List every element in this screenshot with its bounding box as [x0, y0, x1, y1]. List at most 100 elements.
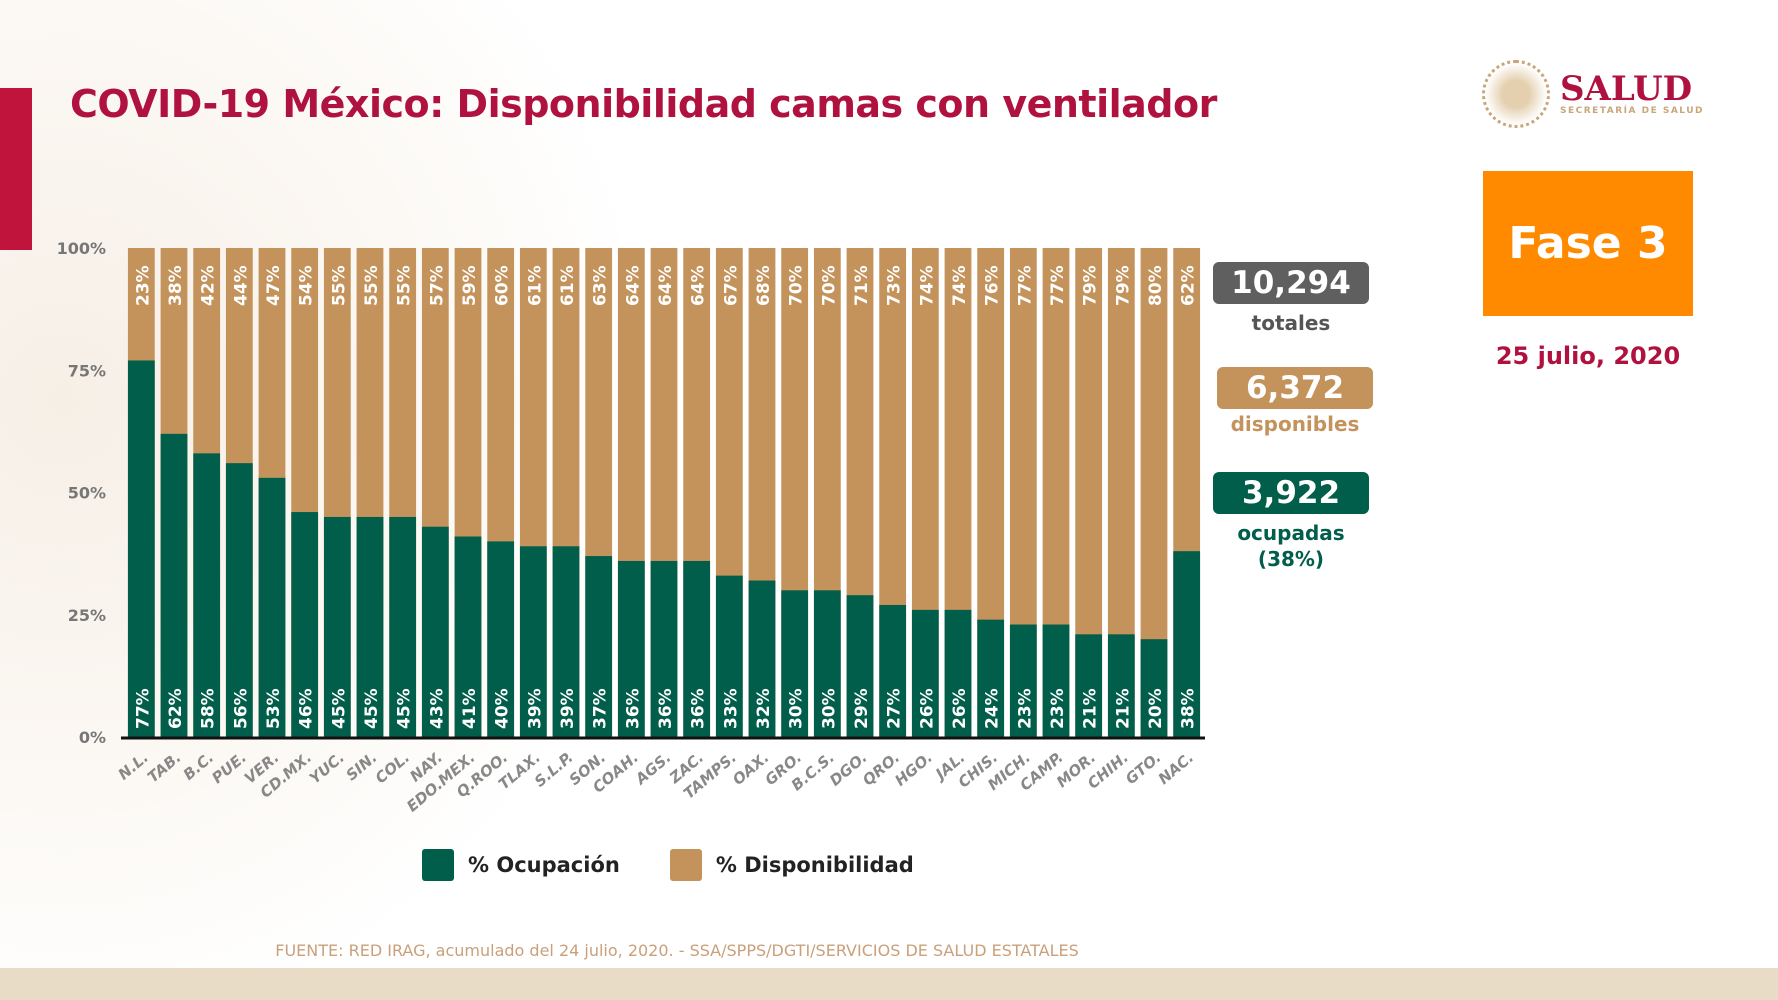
legend-item-disponibilidad: % Disponibilidad — [669, 849, 914, 881]
bar-ocupacion — [454, 536, 482, 737]
bar-ocupacion — [846, 595, 874, 737]
data-label-ocupacion: 77% — [133, 688, 153, 729]
x-tick-label: AGS. — [631, 748, 674, 788]
bar-ocupacion — [225, 463, 253, 737]
data-label-ocupacion: 45% — [395, 688, 415, 729]
footer-band — [0, 968, 1778, 1000]
data-label-ocupacion: 45% — [329, 688, 349, 729]
data-label-disponibilidad: 76% — [983, 265, 1003, 306]
data-label-disponibilidad: 70% — [787, 265, 807, 306]
data-label-disponibilidad: 44% — [231, 265, 251, 306]
bar-ocupacion — [258, 477, 286, 737]
bar-ocupacion — [1075, 634, 1103, 737]
x-tick-label: GTO. — [1122, 748, 1165, 788]
data-label-ocupacion: 26% — [917, 688, 937, 729]
x-tick-label: NAC. — [1155, 748, 1198, 788]
data-label-ocupacion: 62% — [166, 688, 186, 729]
bar-ocupacion — [944, 609, 972, 737]
data-label-disponibilidad: 23% — [133, 265, 153, 306]
bar-ocupacion — [160, 433, 188, 737]
data-label-disponibilidad: 64% — [689, 265, 709, 306]
legend-swatch-disponibilidad — [669, 849, 702, 881]
data-label-ocupacion: 58% — [199, 688, 219, 729]
data-label-ocupacion: 29% — [852, 688, 872, 729]
x-tick-label: N.L. — [115, 748, 152, 783]
data-label-disponibilidad: 64% — [656, 265, 676, 306]
data-label-ocupacion: 36% — [656, 688, 676, 729]
data-label-ocupacion: 36% — [689, 688, 709, 729]
legend-label-disponibilidad: % Disponibilidad — [715, 853, 914, 877]
data-label-ocupacion: 37% — [591, 688, 611, 729]
data-label-ocupacion: 24% — [983, 688, 1003, 729]
bar-ocupacion — [291, 512, 319, 737]
data-label-disponibilidad: 47% — [264, 265, 284, 306]
data-label-disponibilidad: 54% — [297, 265, 317, 306]
data-label-ocupacion: 45% — [362, 688, 382, 729]
data-label-disponibilidad: 61% — [558, 265, 578, 306]
x-tick-label: YUC. — [306, 748, 348, 787]
x-tick-label: COL. — [372, 748, 413, 787]
phase-badge: Fase 3 — [1483, 171, 1693, 316]
data-label-ocupacion: 21% — [1081, 688, 1101, 729]
x-tick-label: DGO. — [826, 748, 870, 789]
data-label-disponibilidad: 67% — [721, 265, 741, 306]
data-label-ocupacion: 23% — [1015, 688, 1035, 729]
data-label-ocupacion: 39% — [558, 688, 578, 729]
data-label-disponibilidad: 68% — [754, 265, 774, 306]
data-label-disponibilidad: 42% — [199, 265, 219, 306]
stat-disponibles: 6,372 disponibles — [1217, 367, 1373, 437]
data-label-disponibilidad: 74% — [917, 265, 937, 306]
bar-ocupacion — [617, 560, 645, 737]
stat-disponibles-label: disponibles — [1230, 412, 1360, 436]
data-label-disponibilidad: 74% — [950, 265, 970, 306]
data-label-ocupacion: 56% — [231, 688, 251, 729]
bar-ocupacion — [650, 560, 678, 737]
x-tick-label: TAB. — [144, 748, 185, 786]
bar-ocupacion — [1009, 624, 1037, 737]
bar-ocupacion — [879, 604, 907, 737]
y-tick-label: 100% — [57, 239, 106, 258]
data-label-disponibilidad: 71% — [852, 265, 872, 306]
stat-totales: 10,294 totales — [1213, 262, 1369, 336]
bar-ocupacion — [715, 575, 743, 737]
bar-ocupacion — [911, 609, 939, 737]
data-label-ocupacion: 40% — [493, 688, 513, 729]
data-label-disponibilidad: 61% — [525, 265, 545, 306]
data-label-disponibilidad: 55% — [362, 265, 382, 306]
data-label-ocupacion: 27% — [885, 688, 905, 729]
stat-ocupadas-label: ocupadas — [1237, 521, 1345, 545]
data-label-ocupacion: 26% — [950, 688, 970, 729]
bar-ocupacion — [977, 619, 1005, 737]
data-label-ocupacion: 20% — [1146, 688, 1166, 729]
legend-label-ocupacion: % Ocupación — [468, 853, 620, 877]
accent-bar — [0, 88, 32, 250]
data-label-ocupacion: 53% — [264, 688, 284, 729]
bar-ocupacion — [1173, 551, 1201, 737]
data-label-ocupacion: 32% — [754, 688, 774, 729]
data-label-disponibilidad: 77% — [1048, 265, 1068, 306]
legend-swatch-ocupacion — [422, 849, 454, 881]
data-label-disponibilidad: 73% — [885, 265, 905, 306]
data-label-ocupacion: 30% — [819, 688, 839, 729]
bar-ocupacion — [781, 590, 809, 737]
x-tick-label: S.L.P. — [531, 748, 577, 790]
source-note: FUENTE: RED IRAG, acumulado del 24 julio… — [275, 941, 1079, 960]
data-label-ocupacion: 41% — [460, 688, 480, 729]
data-label-ocupacion: 21% — [1113, 688, 1133, 729]
stat-totales-value: 10,294 — [1213, 262, 1369, 304]
bar-ocupacion — [519, 546, 547, 737]
stat-ocupadas-value: 3,922 — [1213, 472, 1369, 514]
data-label-ocupacion: 33% — [721, 688, 741, 729]
bar-ocupacion — [683, 560, 711, 737]
salud-logo: SALUD SECRETARÍA DE SALUD — [1482, 60, 1704, 128]
data-label-disponibilidad: 70% — [819, 265, 839, 306]
bar-ocupacion — [1042, 624, 1070, 737]
data-label-ocupacion: 36% — [623, 688, 643, 729]
data-label-disponibilidad: 79% — [1081, 265, 1101, 306]
data-label-ocupacion: 46% — [297, 688, 317, 729]
bar-ocupacion — [813, 590, 841, 737]
y-tick-label: 75% — [68, 361, 106, 380]
data-label-ocupacion: 23% — [1048, 688, 1068, 729]
data-label-ocupacion: 30% — [787, 688, 807, 729]
x-tick-label: HGO. — [891, 748, 936, 789]
